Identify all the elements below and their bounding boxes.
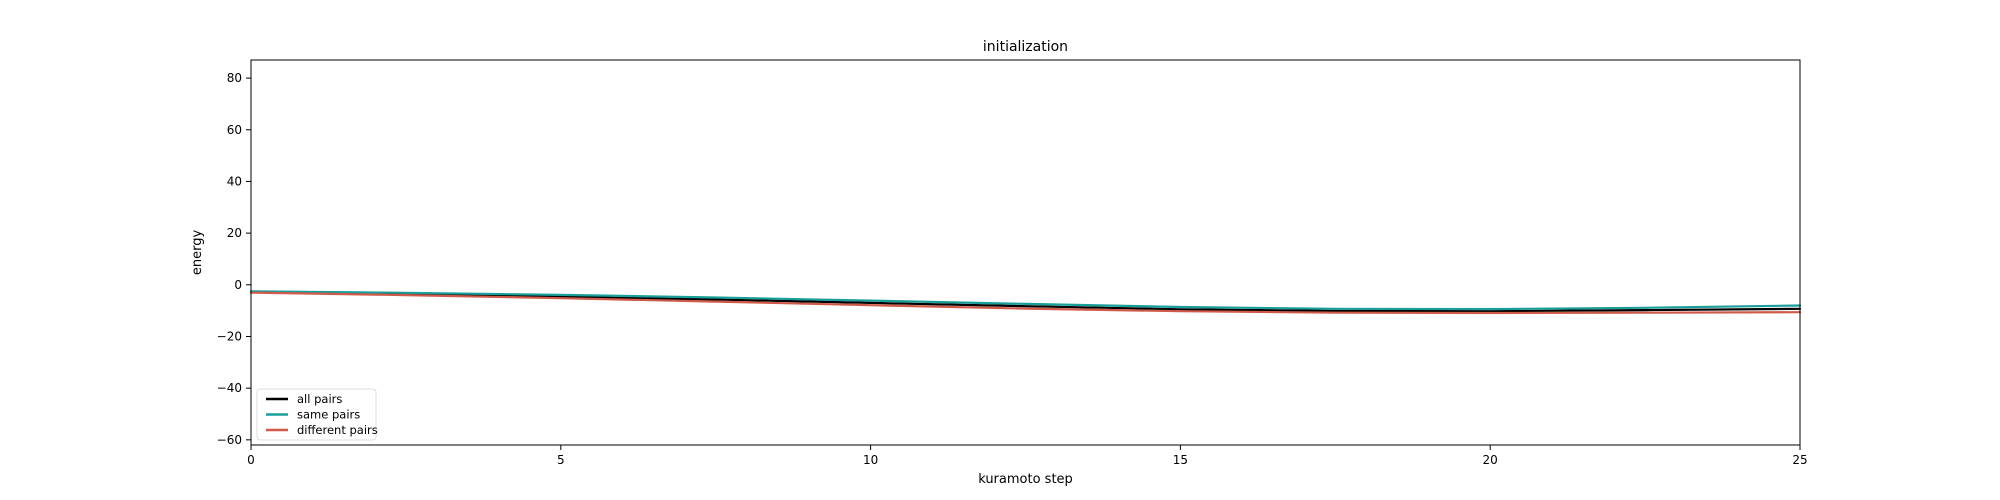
- legend-label-1: same pairs: [297, 408, 360, 422]
- x-tick-label-5: 25: [1792, 453, 1807, 467]
- y-tick-label-6: 60: [227, 123, 242, 137]
- x-axis-title: kuramoto step: [978, 472, 1073, 487]
- y-tick-label-1: −40: [217, 381, 242, 395]
- x-tick-label-1: 5: [557, 453, 565, 467]
- series-line-2: [249, 291, 1802, 315]
- x-tick-label-2: 10: [863, 453, 878, 467]
- legend-label-2: different pairs: [297, 423, 378, 437]
- axes-layer: 0 5 10 15 20 25 −60 −40 −20 0 20 40 60 80: [217, 59, 1808, 467]
- x-tick-label-4: 20: [1483, 453, 1498, 467]
- y-tick-label-0: −60: [217, 433, 242, 447]
- y-tick-label-4: 20: [227, 226, 242, 240]
- legend-label-0: all pairs: [297, 392, 342, 406]
- y-tick-label-7: 80: [227, 71, 242, 85]
- y-tick-label-3: 0: [234, 278, 242, 292]
- y-tick-label-5: 40: [227, 174, 242, 188]
- x-tick-label-3: 15: [1173, 453, 1188, 467]
- y-axis-title: energy: [190, 230, 205, 276]
- series-layer: [249, 290, 1802, 315]
- plot-frame: [250, 59, 1801, 446]
- legend-box: [256, 388, 377, 441]
- y-tick-label-2: −20: [217, 329, 242, 343]
- x-tick-label-0: 0: [247, 453, 255, 467]
- series-line-1: [249, 290, 1802, 311]
- series-line-0: [249, 290, 1802, 313]
- chart-title: initialization: [983, 39, 1068, 55]
